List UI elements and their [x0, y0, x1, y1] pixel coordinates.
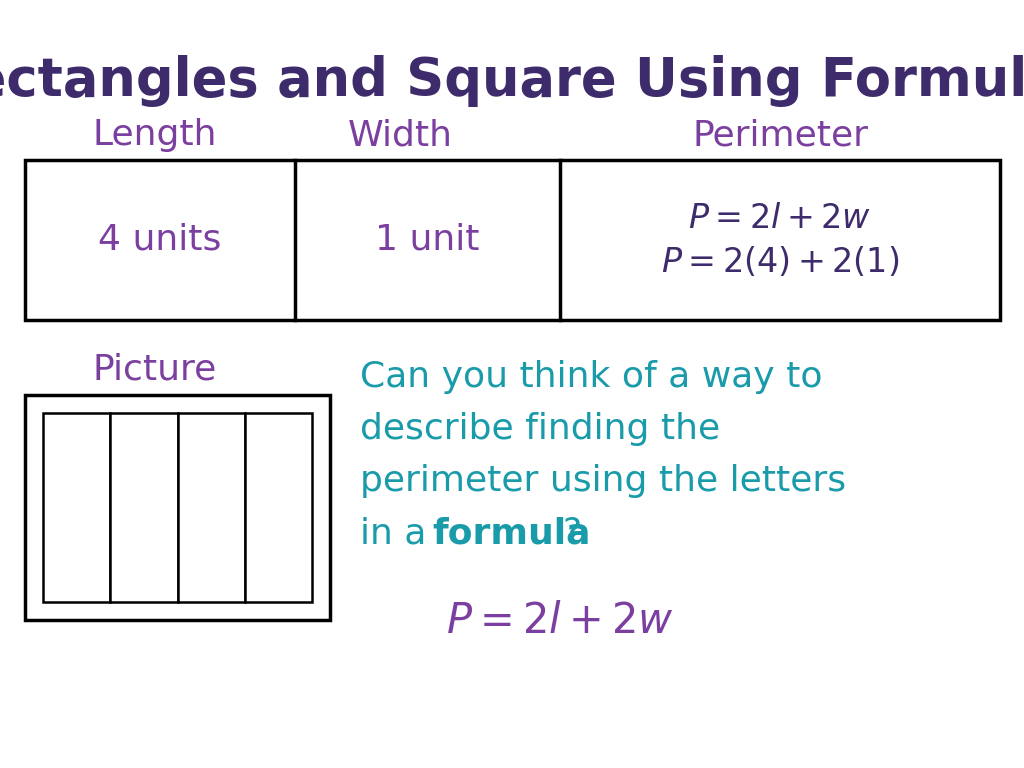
Bar — [111, 413, 177, 602]
Bar — [245, 413, 312, 602]
Text: Length: Length — [93, 118, 217, 152]
Bar — [177, 413, 245, 602]
Text: describe finding the: describe finding the — [360, 412, 720, 446]
Bar — [43, 413, 111, 602]
Bar — [25, 160, 1000, 320]
Text: $P = 2l + 2w$: $P = 2l + 2w$ — [446, 600, 674, 642]
Text: formula: formula — [432, 516, 591, 550]
Bar — [25, 395, 330, 620]
Text: Picture: Picture — [93, 353, 217, 387]
Text: Perimeter: Perimeter — [692, 118, 868, 152]
Text: $P = 2(4)+2(1)$: $P = 2(4)+2(1)$ — [660, 245, 899, 279]
Text: ?: ? — [562, 516, 582, 550]
Text: Can you think of a way to: Can you think of a way to — [360, 360, 822, 394]
Text: perimeter using the letters: perimeter using the letters — [360, 464, 846, 498]
Text: Rectangles and Square Using Formulas: Rectangles and Square Using Formulas — [0, 55, 1024, 107]
Text: 1 unit: 1 unit — [375, 223, 480, 257]
Text: 4 units: 4 units — [98, 223, 221, 257]
Text: Width: Width — [347, 118, 453, 152]
Text: $P = 2l + 2w$: $P = 2l + 2w$ — [688, 201, 871, 234]
Text: in a: in a — [360, 516, 438, 550]
